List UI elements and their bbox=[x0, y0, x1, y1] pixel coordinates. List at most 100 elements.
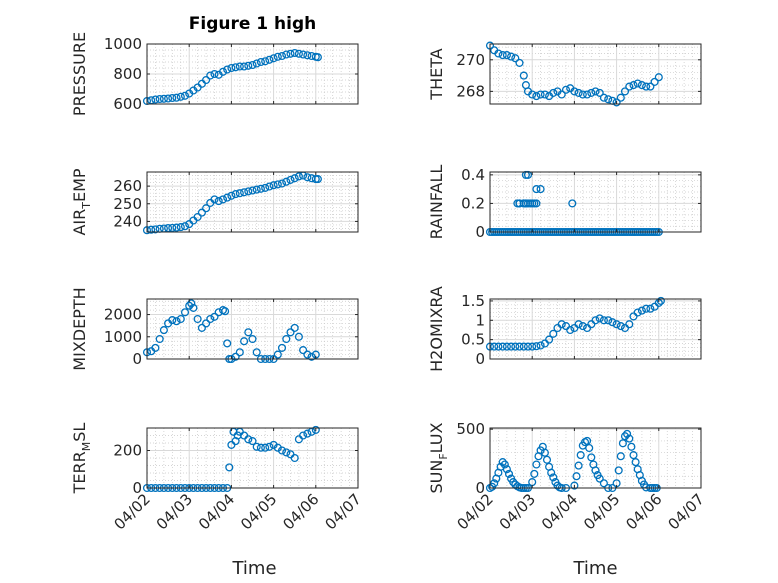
major-grid bbox=[147, 428, 358, 488]
data-point bbox=[218, 195, 228, 204]
data-point bbox=[532, 460, 541, 469]
data-point bbox=[568, 199, 577, 208]
subplot-sun-flux: 0500SUNFLUX04/0204/0304/0404/0504/0604/0… bbox=[427, 420, 708, 533]
y-tick-label: 260 bbox=[113, 177, 142, 195]
y-tick-label: 0 bbox=[475, 350, 485, 368]
data-point bbox=[642, 82, 651, 91]
x-tick-label: 04/03 bbox=[153, 490, 196, 533]
data-point bbox=[631, 458, 640, 467]
data-point bbox=[633, 79, 642, 88]
data-point bbox=[256, 57, 265, 67]
data-point bbox=[557, 90, 566, 99]
data-point bbox=[627, 442, 636, 451]
data-point bbox=[570, 481, 579, 490]
data-point bbox=[273, 350, 282, 359]
axes-box bbox=[146, 298, 359, 360]
y-tick-label: 1.5 bbox=[461, 292, 485, 310]
data-point bbox=[557, 320, 566, 329]
data-point bbox=[299, 50, 308, 59]
axes-box bbox=[146, 427, 359, 489]
data-point bbox=[595, 474, 604, 483]
y-tick-label: 0 bbox=[132, 350, 142, 368]
data-point bbox=[248, 60, 257, 70]
y-tick-label: 500 bbox=[456, 420, 485, 438]
data-point bbox=[494, 342, 503, 351]
y-tick-label: 0 bbox=[475, 223, 485, 241]
y-tick-label: 0.5 bbox=[461, 331, 485, 349]
data-point bbox=[303, 350, 312, 359]
data-point bbox=[587, 88, 596, 97]
y-axis-label: TERRMSL bbox=[70, 423, 93, 495]
y-tick-label: 270 bbox=[456, 51, 485, 69]
subplot-theta: 268 270 THETA bbox=[427, 41, 702, 107]
data-point bbox=[578, 322, 587, 331]
data-point bbox=[218, 67, 228, 76]
data-point bbox=[504, 469, 514, 478]
data-point bbox=[273, 52, 282, 61]
data-point bbox=[574, 88, 583, 97]
data-point bbox=[623, 429, 632, 438]
x-tick-label: 04/06 bbox=[622, 490, 665, 533]
data-point bbox=[273, 180, 282, 189]
data-point bbox=[599, 93, 608, 102]
data-point bbox=[214, 197, 223, 206]
y-tick-label: 800 bbox=[113, 65, 142, 83]
minor-grid bbox=[147, 171, 358, 233]
data-point bbox=[313, 175, 322, 184]
x-tick-label: 04/07 bbox=[665, 490, 708, 533]
data-point bbox=[528, 90, 537, 99]
data-point bbox=[536, 185, 545, 194]
data-point bbox=[536, 341, 545, 350]
y-tick-label: 0 bbox=[132, 479, 142, 497]
data-point bbox=[294, 172, 303, 181]
data-point bbox=[642, 304, 651, 313]
axes-background bbox=[490, 172, 701, 232]
data-point bbox=[540, 90, 549, 99]
data-point bbox=[591, 466, 600, 475]
y-tick-label: 1000 bbox=[104, 35, 142, 53]
data-point bbox=[185, 301, 194, 310]
x-tick-label: 04/04 bbox=[538, 490, 581, 533]
data-point bbox=[604, 95, 613, 104]
data-point bbox=[570, 87, 579, 96]
data-point bbox=[620, 432, 630, 441]
data-point bbox=[507, 52, 516, 61]
subplot-terr-msl: 0200TERRMSL04/0204/0304/0404/0504/0604/0… bbox=[70, 423, 365, 534]
x-tick-label: 04/05 bbox=[237, 490, 280, 533]
data-point bbox=[168, 223, 177, 232]
data-point bbox=[616, 452, 625, 461]
figure-title: Figure 1 high bbox=[189, 14, 317, 34]
data-point bbox=[155, 94, 164, 104]
data-point bbox=[235, 189, 244, 198]
data-point bbox=[574, 461, 583, 470]
data-point bbox=[252, 442, 261, 451]
data-point bbox=[189, 303, 198, 312]
data-point bbox=[206, 71, 215, 80]
data-point bbox=[299, 431, 308, 440]
data-point bbox=[256, 184, 265, 193]
data-point bbox=[244, 61, 253, 70]
y-axis-label: AIRTEMP bbox=[70, 168, 93, 235]
data-point bbox=[225, 463, 234, 472]
data-point bbox=[498, 342, 507, 351]
data-point bbox=[223, 65, 232, 74]
y-axis-label: SUNFLUX bbox=[427, 422, 450, 493]
y-tick-label: 268 bbox=[456, 82, 485, 100]
data-point bbox=[313, 53, 322, 62]
data-point bbox=[240, 337, 249, 346]
y-axis-label: PRESSURE bbox=[70, 32, 89, 116]
y-tick-label: 240 bbox=[113, 212, 142, 230]
data-point bbox=[252, 59, 261, 68]
data-point bbox=[637, 81, 646, 90]
data-point bbox=[261, 183, 270, 192]
data-point bbox=[549, 473, 558, 482]
data-point bbox=[614, 466, 623, 475]
data-point bbox=[519, 342, 528, 351]
data-point bbox=[591, 87, 600, 96]
data-point bbox=[269, 181, 278, 190]
data-point bbox=[197, 323, 206, 332]
data-point bbox=[616, 93, 625, 102]
major-grid bbox=[147, 299, 358, 359]
